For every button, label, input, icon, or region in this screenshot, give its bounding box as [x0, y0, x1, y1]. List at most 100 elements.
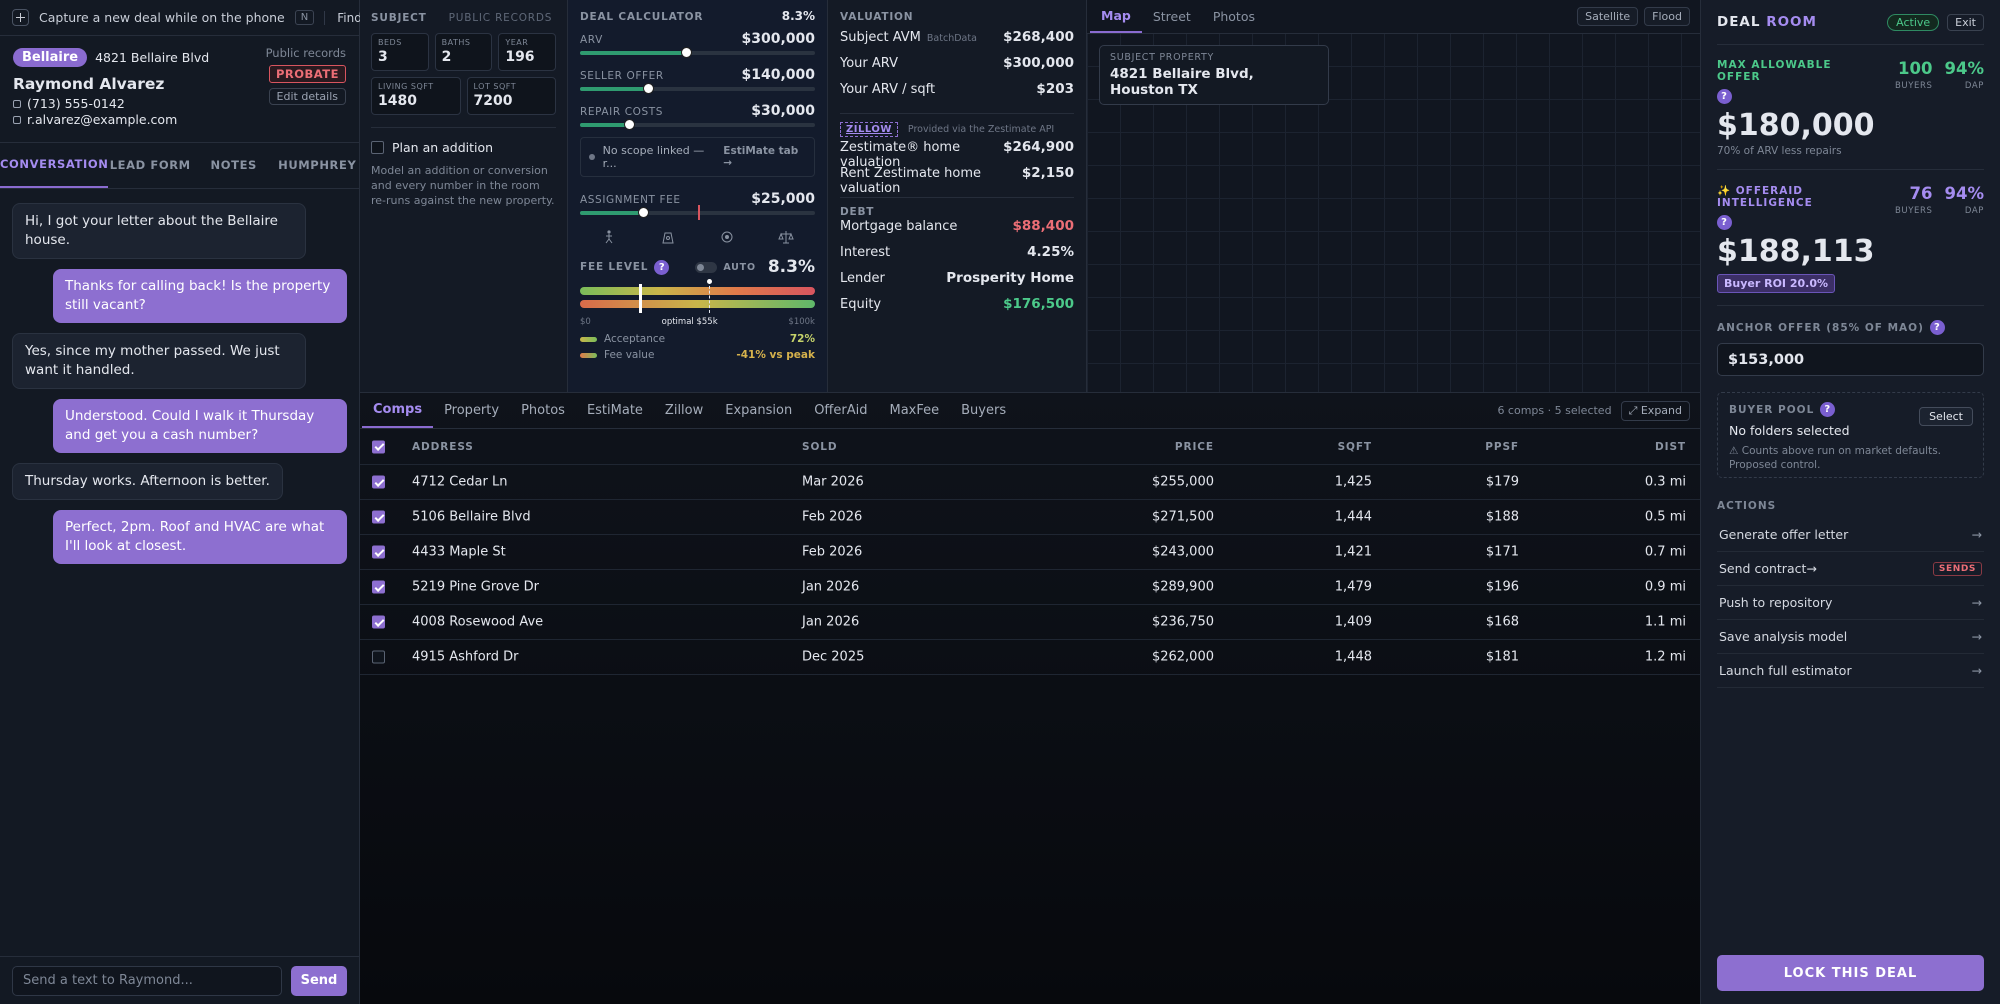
calc-row: ARV $300,000 [580, 31, 815, 58]
slider-thumb[interactable] [643, 83, 655, 94]
table-cell: 4712 Cedar Ln [412, 474, 508, 490]
message-input[interactable]: Send a text to Raymond... [12, 965, 282, 996]
action-item[interactable]: Launch full estimator → [1717, 654, 1984, 688]
lock-button[interactable]: LOCK THIS DEAL [1717, 955, 1984, 991]
help-icon[interactable]: ? [1929, 320, 1945, 335]
row-value: $88,400 [1012, 218, 1075, 234]
icon[interactable] [601, 229, 617, 245]
field[interactable]: BATHS 2 [434, 33, 493, 71]
table-cell: $171 [1485, 544, 1519, 560]
map-panel: Map Street Photos Satellite Flood SUBJECT PRO… [1087, 0, 1700, 392]
exit-button[interactable]: Exit [1947, 13, 1984, 31]
checkbox[interactable] [372, 545, 385, 559]
table-cell: $236,750 [1151, 614, 1214, 630]
help-icon[interactable]: ? [1717, 215, 1732, 230]
slider-fill [580, 123, 630, 127]
checkbox[interactable] [372, 510, 385, 524]
field[interactable]: LIVING SQFT 1480 [371, 77, 461, 115]
detail-tab[interactable]: Zillow [664, 403, 704, 418]
map-tab[interactable]: Photos [1212, 9, 1255, 24]
slider-thumb[interactable] [680, 47, 692, 58]
capture-input[interactable]: Capture a new deal while on the phone [39, 10, 285, 25]
help-icon[interactable]: ? [1820, 402, 1836, 417]
map-tab[interactable]: Map [1090, 0, 1142, 33]
layer-button[interactable]: Satellite [1577, 7, 1639, 26]
detail-tab[interactable]: EstiMate [586, 403, 643, 418]
message: Thursday works. Afternoon is better. [12, 463, 283, 500]
checkbox[interactable] [371, 141, 384, 154]
message: Perfect, 2pm. Roof and HVAC are what I'l… [53, 510, 347, 564]
icon[interactable] [719, 229, 735, 245]
phone-text: (713) 555-0142 [27, 96, 125, 111]
row-label: Equity [840, 297, 881, 312]
add-button[interactable] [12, 9, 29, 26]
lead-tab[interactable]: CONVERSATION [0, 143, 109, 188]
table-cell: Feb 2026 [802, 509, 863, 525]
calc-label: ASSIGNMENT FEE [580, 194, 681, 206]
edit-button[interactable]: Edit details [268, 88, 346, 105]
find-button[interactable]: Find [324, 10, 362, 25]
slider-thumb[interactable] [638, 207, 650, 218]
scope-button[interactable]: EstiMate tab → [723, 145, 799, 169]
layer-button[interactable]: Flood [1644, 7, 1690, 26]
action-item[interactable]: Send contract→ SENDS [1717, 552, 1984, 586]
title-accent: ROOM [1766, 14, 1817, 30]
stat-label: DAP [1964, 81, 1984, 91]
checkbox[interactable] [372, 615, 385, 629]
email-text: r.alvarez@example.com [27, 112, 178, 127]
action-item[interactable]: Push to repository → [1717, 586, 1984, 620]
calc-label: REPAIR COSTS [580, 106, 664, 118]
send-button[interactable]: Send [291, 965, 347, 996]
row-label: Subject AVM BatchData [840, 30, 977, 45]
field-label: LIVING SQFT [378, 82, 434, 91]
table-cell: $181 [1485, 649, 1519, 665]
lead-tab[interactable]: NOTES [210, 158, 257, 172]
lead-tab[interactable]: HUMPHREY [278, 158, 357, 172]
auto-toggle[interactable] [695, 261, 718, 273]
checkbox[interactable] [372, 475, 385, 489]
slider[interactable] [580, 119, 815, 130]
checkbox[interactable] [372, 650, 385, 664]
checkbox[interactable] [372, 580, 385, 594]
fee-gauge[interactable] [580, 279, 815, 313]
icon[interactable] [660, 229, 676, 245]
message: Thanks for calling back! Is the property… [53, 269, 347, 323]
table-cell: $271,500 [1151, 509, 1214, 525]
help-icon[interactable]: ? [654, 259, 670, 275]
help-icon[interactable]: ? [1717, 89, 1732, 104]
map-tab[interactable]: Street [1152, 9, 1191, 24]
field[interactable]: YEAR 196 [498, 33, 556, 71]
detail-tab[interactable]: Photos [521, 403, 565, 418]
expand-button[interactable]: ⤢ Expand [1620, 400, 1690, 421]
detail-tab[interactable]: Comps [362, 393, 434, 428]
detail-tab[interactable]: MaxFee [889, 403, 940, 418]
detail-tab[interactable]: Property [444, 403, 500, 418]
detail-tab[interactable]: Expansion [725, 403, 793, 418]
row-label-text: Interest [840, 245, 891, 260]
select-button[interactable]: Select [1919, 407, 1973, 426]
detail-tab[interactable]: OfferAid [814, 403, 868, 418]
detail-tab[interactable]: Buyers [961, 403, 1007, 418]
slider[interactable] [580, 83, 815, 94]
legend-swatch [580, 352, 597, 358]
action-item[interactable]: Generate offer letter → [1717, 518, 1984, 552]
slider[interactable] [580, 47, 815, 58]
anchor-input[interactable]: $153,000 [1717, 343, 1984, 376]
composer: Send a text to Raymond... Send [0, 956, 359, 1004]
action-arrow: → [1971, 629, 1982, 644]
slider-thumb[interactable] [624, 119, 636, 130]
lead-tab[interactable]: LEAD FORM [109, 158, 191, 172]
row-label-text: Mortgage balance [840, 219, 958, 234]
calc-line: SELLER OFFER $140,000 [580, 67, 815, 83]
action-item[interactable]: Save analysis model → [1717, 620, 1984, 654]
checkbox[interactable] [372, 440, 385, 453]
icon[interactable] [777, 229, 794, 245]
field[interactable]: BEDS 3 [371, 33, 429, 71]
slider[interactable] [580, 205, 815, 220]
table-cell: 1,444 [1334, 509, 1372, 525]
stat: 76 BUYERS [1895, 184, 1933, 216]
field[interactable]: LOT SQFT 7200 [466, 77, 556, 115]
deal-room: DEAL ROOM Active Exit MAX ALLOWABLE OFFER? $… [1700, 0, 2000, 1004]
table-cell: 0.9 mi [1644, 579, 1686, 595]
